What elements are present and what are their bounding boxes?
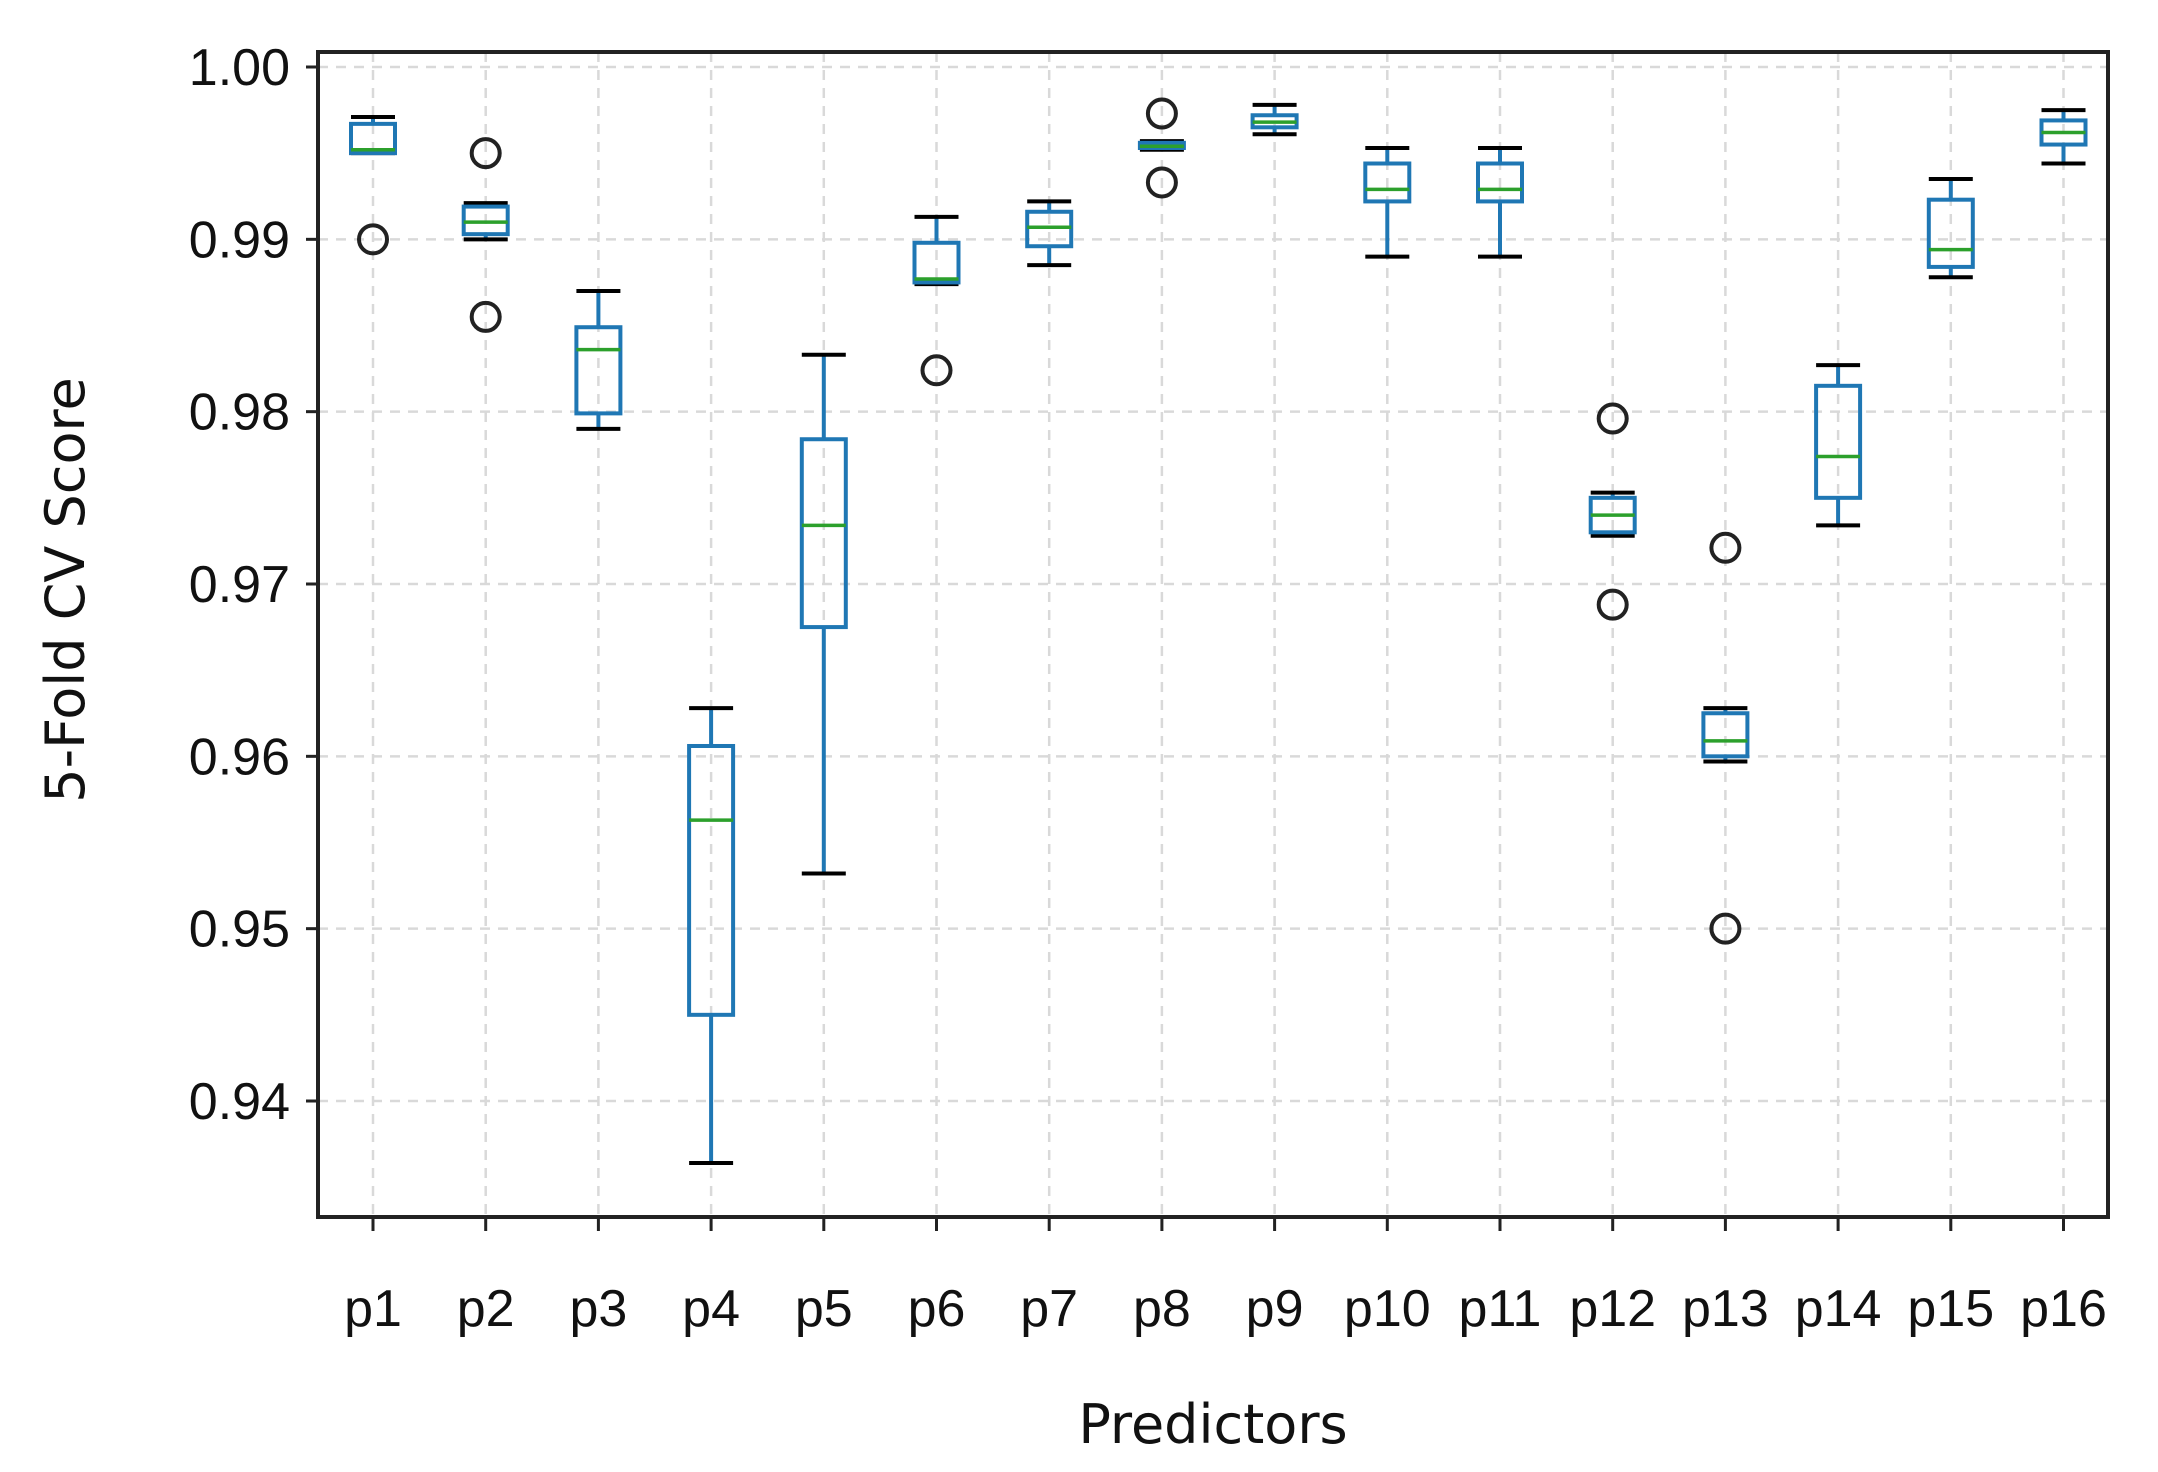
outlier-point [1596, 402, 1629, 435]
x-tick-label: p10 [1344, 1280, 1431, 1338]
outlier-point [1145, 166, 1178, 199]
axes: 0.94 0.95 0.96 0.97 0.98 0.99 1.00 p1 p2 p3 p4 p5 p6… [189, 39, 2107, 1338]
box-p3 [574, 289, 623, 431]
iqr-box [1814, 383, 1863, 500]
x-tick-label: p6 [908, 1280, 966, 1338]
outlier-point [1145, 97, 1178, 130]
plot-frame [316, 50, 2110, 1219]
box-p15 [1926, 177, 1975, 280]
outlier-point [920, 354, 953, 387]
x-tick-label: p11 [1459, 1280, 1542, 1338]
y-tick-label: 1.00 [189, 39, 290, 97]
outlier-point [1709, 912, 1742, 945]
x-tick-label: p14 [1795, 1280, 1882, 1338]
iqr-box [1926, 197, 1975, 269]
iqr-box [1363, 161, 1412, 204]
box-p8 [1137, 97, 1186, 199]
box-p14 [1814, 363, 1863, 528]
outlier-point [469, 137, 502, 170]
x-tick-label: p4 [682, 1280, 740, 1338]
iqr-box [1476, 161, 1524, 204]
x-tick-label: p3 [569, 1280, 627, 1338]
x-tick-label: p12 [1569, 1280, 1656, 1338]
x-tick-label: p9 [1246, 1280, 1304, 1338]
x-tick-label: p7 [1020, 1280, 1078, 1338]
box-p7 [1025, 199, 1074, 268]
outlier-point [1596, 588, 1629, 621]
y-tick-label: 0.94 [189, 1073, 290, 1131]
box-p12 [1588, 402, 1637, 621]
box-p10 [1363, 145, 1412, 259]
y-axis-title: 5-Fold CV Score [34, 377, 97, 803]
box-p13 [1701, 531, 1750, 945]
box-p4 [687, 706, 736, 1166]
x-tick-label: p13 [1682, 1280, 1769, 1338]
box-series [349, 97, 2088, 1166]
box-p9 [1250, 102, 1299, 137]
x-axis-title: Predictors [1078, 1393, 1347, 1456]
x-tick-label: p16 [2020, 1280, 2107, 1338]
y-tick-label: 0.99 [189, 211, 290, 269]
iqr-box [349, 121, 397, 156]
box-p5 [799, 352, 848, 876]
outlier-point [357, 223, 389, 256]
box-p6 [912, 214, 961, 387]
y-tick-label: 0.96 [189, 728, 290, 786]
y-tick-label: 0.95 [189, 901, 290, 959]
y-tick-label: 0.97 [189, 556, 290, 614]
box-p2 [461, 137, 510, 333]
x-tick-label: p5 [795, 1280, 853, 1338]
iqr-box [1701, 711, 1750, 759]
x-tick-label: p1 [344, 1280, 402, 1338]
y-tick-label: 0.98 [189, 384, 290, 442]
iqr-box [687, 743, 736, 1017]
box-p16 [2039, 108, 2088, 166]
box-p1 [349, 114, 397, 256]
outlier-point [1709, 531, 1742, 564]
grid-lines [318, 52, 2108, 1217]
x-tick-label: p2 [457, 1280, 515, 1338]
outlier-point [469, 300, 502, 333]
x-tick-label: p8 [1133, 1280, 1191, 1338]
iqr-box [799, 437, 848, 630]
iqr-box [574, 325, 623, 416]
iqr-box [912, 240, 961, 285]
x-tick-label: p15 [1907, 1280, 1994, 1338]
box-p11 [1476, 145, 1524, 259]
